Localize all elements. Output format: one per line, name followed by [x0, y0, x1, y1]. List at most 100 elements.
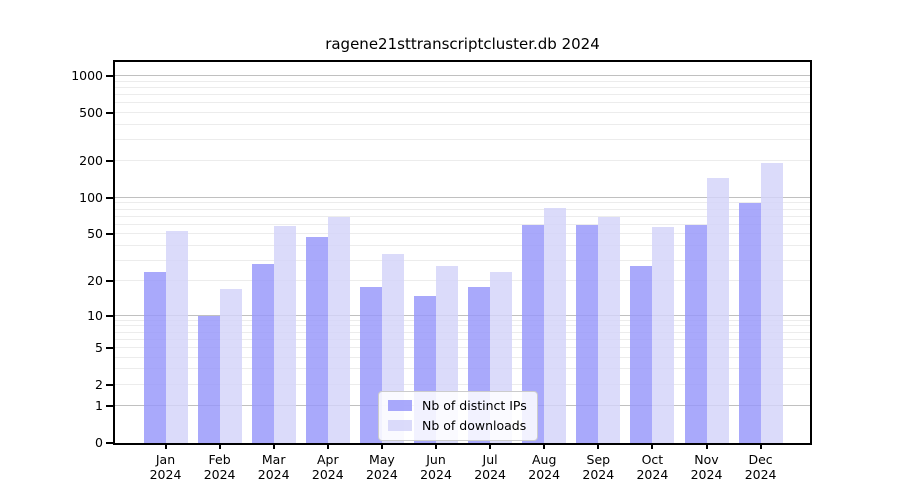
x-tick-label-mar: Mar 2024 — [257, 452, 290, 483]
bar-ips-oct — [630, 266, 653, 443]
gridline-minor — [115, 111, 810, 113]
bar-ips-mar — [251, 264, 274, 443]
x-tick-mark — [164, 443, 167, 449]
gridline-minor — [115, 346, 810, 348]
x-tick-label-feb: Feb 2024 — [203, 452, 236, 483]
x-tick-mark — [380, 443, 383, 449]
gridline-minor — [115, 368, 810, 370]
y-tick-mark — [106, 405, 113, 408]
x-tick-mark — [435, 443, 437, 449]
x-tick-label-dec: Dec 2024 — [744, 452, 777, 483]
y-tick-mark — [106, 233, 113, 236]
bar-downloads-dec — [760, 162, 783, 443]
gridline-minor — [115, 223, 810, 225]
legend: Nb of distinct IPs Nb of downloads — [378, 391, 538, 441]
y-tick-mark — [106, 74, 113, 77]
gridline-minor — [115, 202, 810, 204]
gridline-major — [115, 196, 810, 198]
bar-downloads-nov — [706, 178, 729, 443]
y-tick-mark — [106, 280, 113, 283]
gridline-minor — [115, 233, 810, 235]
gridline-minor — [115, 383, 810, 385]
gridline-minor — [115, 319, 810, 321]
gridline-minor — [115, 338, 810, 340]
x-tick-label-aug: Aug 2024 — [528, 452, 561, 483]
gridline-major — [115, 314, 810, 316]
legend-swatch-downloads — [388, 420, 412, 431]
bar-ips-jan — [143, 272, 166, 443]
x-tick-mark — [759, 443, 762, 449]
y-tick-mark — [106, 383, 113, 386]
bar-ips-nov — [684, 224, 707, 443]
y-tick-mark — [106, 111, 113, 114]
gridline-minor — [115, 244, 810, 246]
x-tick-mark — [218, 443, 221, 449]
y-tick-label: 10 — [87, 307, 103, 323]
chart-title: ragene21sttranscriptcluster.db 2024 — [325, 35, 600, 53]
gridline-minor — [115, 259, 810, 261]
y-tick-mark — [106, 346, 113, 349]
gridline-minor — [115, 208, 810, 210]
bar-ips-may — [359, 286, 382, 443]
gridline-minor — [115, 280, 810, 282]
y-tick-label: 1 — [95, 398, 103, 414]
bar-ips-aug — [522, 224, 545, 443]
y-tick-label: 500 — [79, 104, 103, 120]
legend-label-ips: Nb of distinct IPs — [422, 398, 527, 413]
legend-item-distinct-ips: Nb of distinct IPs — [388, 398, 527, 413]
bar-downloads-oct — [652, 227, 675, 443]
gridline-minor — [115, 331, 810, 333]
bar-ips-sep — [576, 224, 599, 443]
bar-ips-apr — [305, 237, 328, 443]
gridline-minor — [115, 138, 810, 140]
legend-label-downloads: Nb of downloads — [422, 418, 527, 433]
gridline-minor — [115, 102, 810, 104]
bar-downloads-feb — [219, 289, 242, 443]
y-tick-label: 2 — [95, 376, 103, 392]
x-tick-label-sep: Sep 2024 — [582, 452, 615, 483]
x-tick-mark — [597, 443, 600, 449]
x-tick-mark — [272, 443, 275, 449]
x-tick-label-jan: Jan 2024 — [149, 452, 182, 483]
y-tick-label: 20 — [87, 273, 103, 289]
bar-downloads-apr — [327, 216, 350, 443]
gridline-minor — [115, 356, 810, 358]
x-tick-mark — [326, 443, 329, 449]
y-tick-label: 1000 — [71, 67, 103, 83]
x-tick-label-jul: Jul 2024 — [474, 452, 506, 483]
y-tick-mark — [106, 314, 113, 317]
x-tick-label-apr: Apr 2024 — [311, 452, 344, 483]
x-tick-label-nov: Nov 2024 — [690, 452, 723, 483]
gridline-major — [115, 74, 810, 76]
y-tick-label: 5 — [95, 339, 103, 355]
y-tick-label: 0 — [95, 435, 103, 450]
x-tick-label-may: May 2024 — [365, 452, 398, 483]
bar-downloads-jan — [165, 231, 188, 443]
gridline-minor — [115, 325, 810, 327]
gridline-minor — [115, 215, 810, 217]
legend-swatch-ips — [388, 400, 412, 411]
x-tick-mark — [705, 443, 708, 449]
gridline-minor — [115, 160, 810, 162]
gridline-minor — [115, 86, 810, 88]
y-tick-mark — [106, 160, 113, 163]
bar-downloads-aug — [544, 207, 567, 443]
bar-downloads-mar — [273, 226, 296, 443]
gridline-minor — [115, 93, 810, 95]
y-tick-label: 50 — [87, 226, 103, 242]
legend-item-downloads: Nb of downloads — [388, 418, 527, 433]
x-tick-mark — [489, 443, 492, 449]
y-tick-label: 100 — [79, 189, 103, 205]
bar-downloads-sep — [598, 216, 621, 443]
gridline-minor — [115, 80, 810, 82]
bar-ips-dec — [738, 203, 761, 443]
plot-area: Nb of distinct IPs Nb of downloads — [113, 60, 812, 445]
x-tick-label-jun: Jun 2024 — [420, 452, 452, 483]
x-tick-mark — [543, 443, 546, 449]
gridline-minor — [115, 123, 810, 125]
y-tick-mark — [106, 196, 113, 199]
x-tick-label-oct: Oct 2024 — [636, 452, 669, 483]
bar-ips-feb — [197, 315, 220, 443]
x-tick-mark — [651, 443, 654, 449]
